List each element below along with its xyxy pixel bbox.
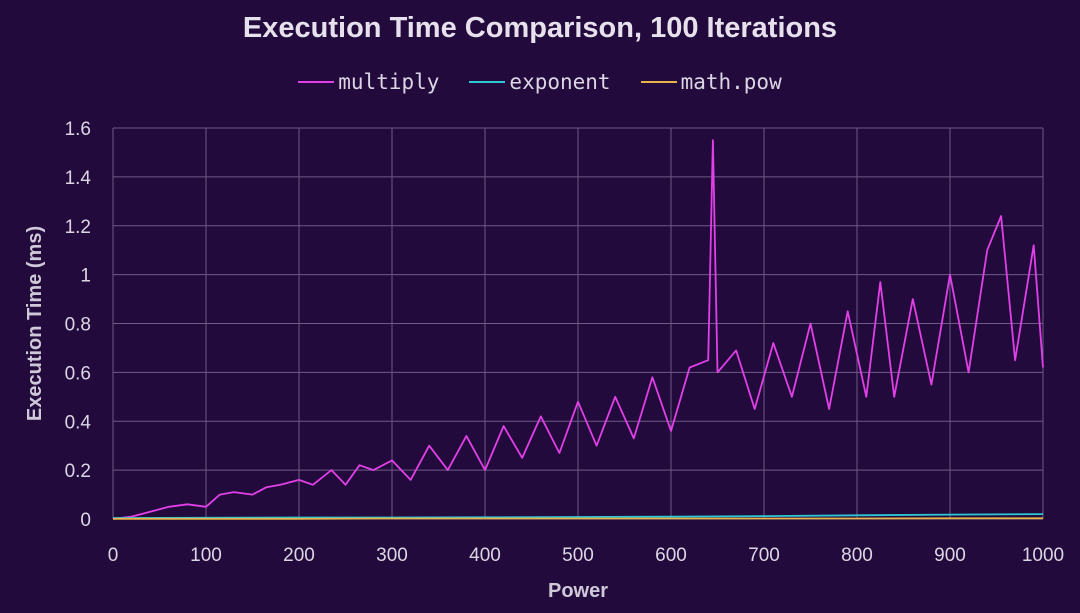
series-line-exponent xyxy=(112,513,1044,519)
x-tick-label: 600 xyxy=(655,545,687,566)
y-tick-label: 0.2 xyxy=(65,461,91,482)
legend-label-exponent: exponent xyxy=(509,70,611,94)
x-tick-label: 300 xyxy=(376,545,408,566)
x-tick-label: 500 xyxy=(562,545,594,566)
y-tick-label: 1.2 xyxy=(65,217,91,238)
legend-swatch-exponent xyxy=(469,81,506,83)
legend-item-exponent: exponent xyxy=(469,70,611,94)
y-tick-label: 0.4 xyxy=(65,412,92,433)
y-tick-label: 0.8 xyxy=(65,315,91,336)
legend-item-math-pow: math.pow xyxy=(640,70,782,94)
x-tick-label: 800 xyxy=(841,545,873,566)
chart-legend: multiply exponent math.pow xyxy=(0,70,1080,94)
y-tick-label: 0 xyxy=(80,510,91,531)
legend-swatch-multiply xyxy=(298,81,335,83)
x-axis-title: Power xyxy=(548,580,608,602)
chart-title: Execution Time Comparison, 100 Iteration… xyxy=(242,12,838,44)
x-tick-label: 100 xyxy=(190,545,222,566)
x-tick-label: 200 xyxy=(283,545,315,566)
series-line-math-pow xyxy=(113,517,1043,520)
legend-swatch-math-pow xyxy=(640,81,677,83)
y-tick-label: 1.6 xyxy=(65,119,91,140)
y-tick-label: 1 xyxy=(80,266,91,287)
y-axis-title: Execution Time (ms) xyxy=(24,226,46,421)
y-tick-label: 0.6 xyxy=(65,363,91,384)
legend-label-multiply: multiply xyxy=(338,70,440,94)
legend-item-multiply: multiply xyxy=(298,70,439,94)
x-tick-label: 1000 xyxy=(1022,545,1064,566)
x-tick-label: 700 xyxy=(748,545,780,566)
x-tick-label: 900 xyxy=(934,545,966,566)
y-tick-label: 1.4 xyxy=(65,168,92,189)
x-tick-label: 0 xyxy=(108,545,119,566)
legend-label-math-pow: math.pow xyxy=(680,70,782,94)
series-line-multiply xyxy=(112,139,1044,520)
x-tick-label: 400 xyxy=(469,545,501,566)
